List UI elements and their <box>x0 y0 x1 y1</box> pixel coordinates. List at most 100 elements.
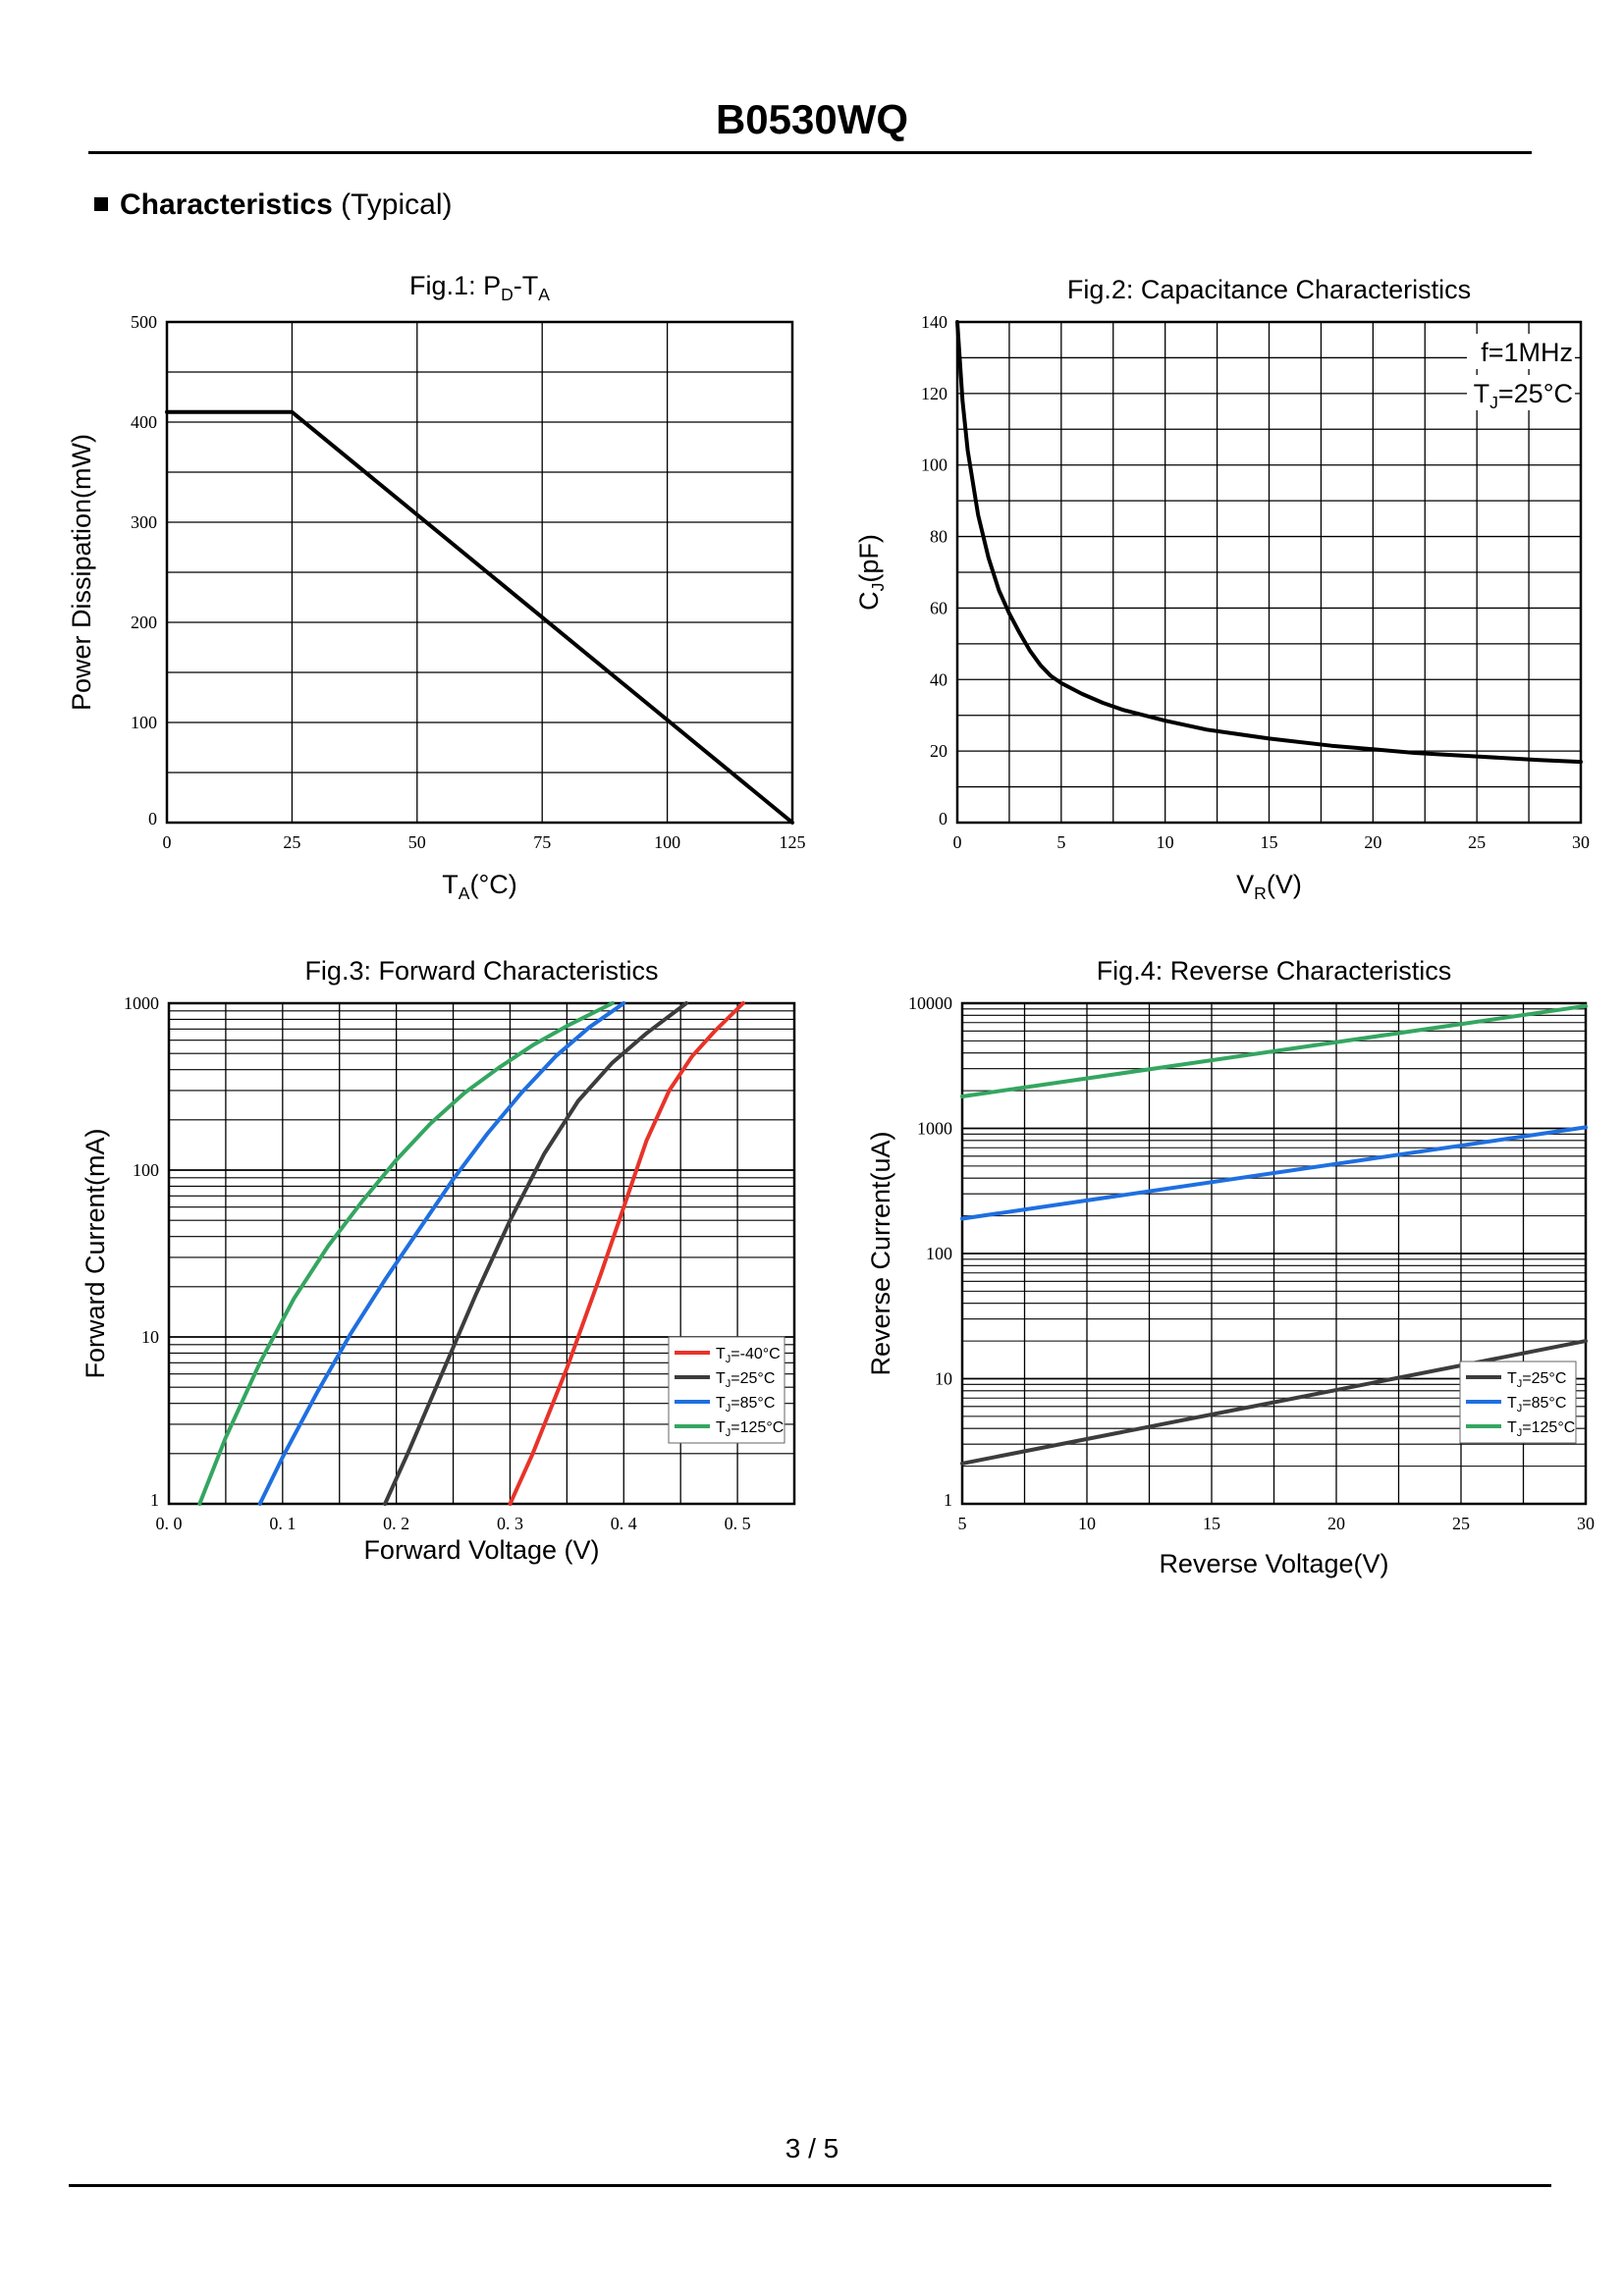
page-title: B0530WQ <box>715 96 909 142</box>
fig1-xtick-label: 100 <box>654 832 680 852</box>
fig2-ytick-label: 20 <box>930 741 947 761</box>
fig1-chart: 0 25 50 75 100 125 0 100 200 300 400 500 Fig.1: PD-T… <box>59 257 844 905</box>
fig2-ytick-label: 0 <box>939 809 947 828</box>
fig4-legend: TJ=25°C TJ=85°C TJ=125°C <box>1459 1361 1577 1444</box>
fig2-series-0-line <box>955 320 1583 765</box>
fig2-annotation-bg <box>1467 334 1575 369</box>
fig3-legend-label: TJ=125°C <box>716 1419 784 1439</box>
fig1-ytick-label: 300 <box>131 512 157 532</box>
fig4-legend-label: TJ=25°C <box>1507 1370 1566 1390</box>
fig2-ytick-label: 140 <box>921 312 947 332</box>
fig1-ytick-label: 100 <box>131 713 157 732</box>
fig2-annotation: f=1MHz <box>1481 338 1573 367</box>
fig1-ytick-label: 500 <box>131 312 157 332</box>
fig2-xlabel: VR(V) <box>1236 870 1302 903</box>
fig3-svg: 0. 0 0. 1 0. 2 0. 3 0. 4 0. 5 1 10 100 1000 Fig.3:… <box>81 956 796 1565</box>
fig3-ytick-label: 10 <box>141 1327 159 1347</box>
fig2-xtick-label: 15 <box>1261 832 1278 852</box>
fig2-ytick-label: 40 <box>930 669 947 689</box>
fig3-xtick-label: 0. 3 <box>497 1514 523 1533</box>
fig2-xtick-label: 0 <box>953 832 962 852</box>
fig1-xlabel: TA(°C) <box>442 870 516 903</box>
fig1-svg: 0 25 50 75 100 125 0 100 200 300 400 500 Fig.1: PD-T… <box>67 271 806 903</box>
fig4-chart: 5 10 15 20 25 30 1 10 100 1000 10000 Fig.4: Reverse… <box>844 944 1610 1592</box>
fig3-xtick-label: 0. 5 <box>725 1514 751 1533</box>
section-label: Characteristics <box>120 188 333 221</box>
fig4-xtick-label: 25 <box>1452 1514 1470 1533</box>
fig4-xtick-label: 5 <box>958 1514 967 1533</box>
fig2-ytick-label: 60 <box>930 598 947 617</box>
fig4-plot-frame <box>960 1001 1588 1506</box>
fig1-xtick-label: 0 <box>163 832 172 852</box>
fig4-ytick-label: 100 <box>926 1244 952 1263</box>
fig3-xtick-label: 0. 1 <box>269 1514 296 1533</box>
fig3-ylabel: Forward Current(mA) <box>81 1128 110 1378</box>
fig3-chart: 0. 0 0. 1 0. 2 0. 3 0. 4 0. 5 1 10 100 1000 Fig.3:… <box>59 944 844 1592</box>
fig4-xtick-label: 20 <box>1327 1514 1345 1533</box>
fig2-xtick-label: 5 <box>1056 832 1065 852</box>
section-heading: Characteristics (Typical) <box>94 188 453 222</box>
section-qualifier: (Typical) <box>341 188 453 221</box>
fig2-xtick-label: 10 <box>1157 832 1174 852</box>
fig3-xlabel: Forward Voltage (V) <box>363 1535 599 1565</box>
fig2-xtick-label: 30 <box>1572 832 1590 852</box>
fig4-ylabel: Reverse Current(uA) <box>866 1131 895 1375</box>
fig1-xtick-label: 125 <box>780 832 806 852</box>
fig3-ytick-label: 1000 <box>124 993 159 1013</box>
fig4-xtick-label: 15 <box>1203 1514 1220 1533</box>
page-number: 3 / 5 <box>785 2133 839 2163</box>
fig4-ytick-label: 10 <box>935 1369 952 1389</box>
fig3-xtick-label: 0. 0 <box>156 1514 183 1533</box>
fig3-legend-label: TJ=-40°C <box>716 1346 781 1365</box>
fig4-xtick-label: 30 <box>1577 1514 1595 1533</box>
fig4-ytick-label: 1 <box>944 1490 952 1510</box>
fig1-plot-frame <box>165 320 794 825</box>
fig2-ytick-label: 120 <box>921 384 947 403</box>
fig2-svg: 0 5 10 15 20 25 30 0 20 40 60 80 100 120 140 Fig.2: Cap… <box>854 275 1590 903</box>
fig1-xtick-label: 25 <box>283 832 300 852</box>
fig4-legend-label: TJ=125°C <box>1507 1419 1575 1439</box>
fig3-ytick-label: 100 <box>133 1160 159 1180</box>
fig3-xtick-label: 0. 4 <box>611 1514 637 1533</box>
fig1-ytick-label: 400 <box>131 412 157 432</box>
fig4-svg: 5 10 15 20 25 30 1 10 100 1000 10000 Fig.4: Reverse… <box>866 956 1595 1578</box>
square-bullet-icon <box>94 197 108 212</box>
fig3-xtick-label: 0. 2 <box>383 1514 409 1533</box>
fig3-series-3-line <box>197 1001 615 1506</box>
fig3-series-2-line <box>257 1001 626 1506</box>
fig1-xtick-label: 50 <box>408 832 426 852</box>
fig2-ytick-label: 80 <box>930 527 947 547</box>
fig4-ytick-label: 10000 <box>908 993 952 1013</box>
fig1-title: Fig.1: PD-TA <box>409 271 550 304</box>
fig1-series-0-line <box>165 409 794 825</box>
fig3-ytick-label: 1 <box>150 1490 159 1510</box>
fig3-legend: TJ=-40°C TJ=25°C TJ=85°C TJ=125°C <box>668 1336 785 1444</box>
fig4-legend-label: TJ=85°C <box>1507 1395 1566 1415</box>
fig3-legend-label: TJ=85°C <box>716 1395 775 1415</box>
fig1-ytick-label: 200 <box>131 613 157 632</box>
fig1-ytick-label: 0 <box>148 809 157 828</box>
fig3-series-1-line <box>383 1001 688 1506</box>
fig3-series-0-line <box>508 1001 745 1506</box>
fig2-xtick-label: 20 <box>1364 832 1381 852</box>
fig4-series-2-line <box>960 1003 1588 1098</box>
fig4-title: Fig.4: Reverse Characteristics <box>1097 956 1452 986</box>
fig2-annotation-bg <box>1467 375 1575 410</box>
fig3-legend-label: TJ=25°C <box>716 1370 775 1390</box>
fig2-ytick-label: 100 <box>921 455 947 475</box>
fig4-series-1-line <box>960 1125 1588 1221</box>
fig3-plot-frame <box>167 1001 796 1506</box>
fig1-ylabel: Power Dissipation(mW) <box>67 434 96 711</box>
fig2-xtick-label: 25 <box>1468 832 1486 852</box>
fig2-ylabel: CJ(pF) <box>854 534 888 611</box>
footer-rule <box>69 2184 1551 2187</box>
fig2-plot-frame <box>955 320 1583 825</box>
fig3-title: Fig.3: Forward Characteristics <box>304 956 658 986</box>
fig2-title: Fig.2: Capacitance Characteristics <box>1067 275 1471 304</box>
fig4-ytick-label: 1000 <box>917 1119 952 1139</box>
fig4-xtick-label: 10 <box>1078 1514 1096 1533</box>
fig4-xlabel: Reverse Voltage(V) <box>1159 1549 1388 1578</box>
fig1-xtick-label: 75 <box>533 832 551 852</box>
header-rule <box>88 151 1532 154</box>
fig2-annotation: TJ=25°C <box>1474 379 1573 412</box>
